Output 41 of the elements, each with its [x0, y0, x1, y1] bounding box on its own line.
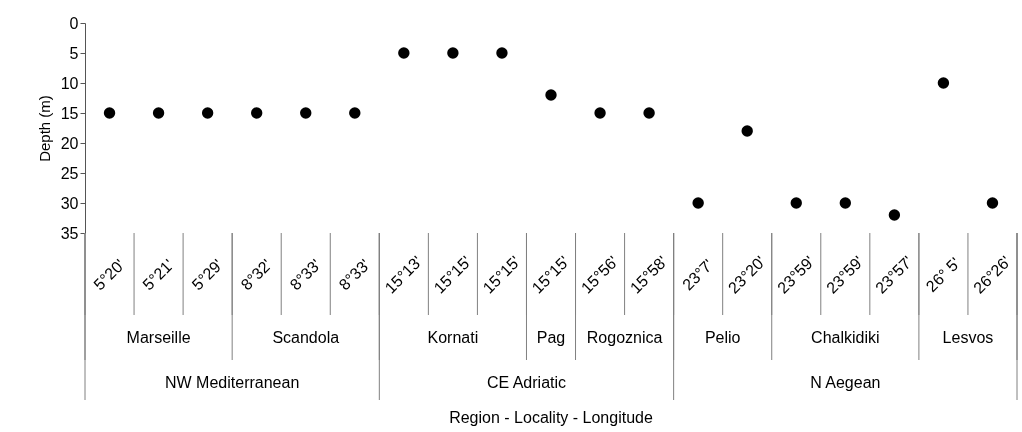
text: Lesvos [942, 329, 994, 346]
y-tick-label: 35 [60, 224, 79, 242]
y-tick-label: 10 [60, 74, 79, 92]
point [643, 107, 655, 119]
point [888, 209, 901, 221]
y-tick-label: 15 [60, 104, 79, 122]
y-axis-title: Depth (m) [35, 95, 53, 162]
text: Rogoznica [586, 329, 663, 346]
point [741, 125, 753, 137]
point [152, 107, 165, 119]
y-tick-label: 5 [69, 44, 79, 62]
point [986, 197, 999, 209]
y-tick-label: 0 [69, 14, 79, 32]
point [937, 77, 950, 89]
point [496, 47, 508, 59]
text: Marseille [126, 329, 191, 346]
point [545, 89, 557, 101]
point [201, 107, 214, 119]
point [447, 47, 459, 59]
y-tick-label: 25 [60, 164, 79, 182]
text: Region - Locality - Longitude [449, 409, 653, 426]
text: Pelio [704, 329, 741, 346]
y-tick-label: 30 [60, 194, 79, 212]
text: N Aegean [810, 374, 881, 391]
point [300, 107, 312, 119]
y-tick-label: 20 [60, 134, 79, 152]
text: CE Adriatic [486, 374, 567, 391]
point [398, 47, 410, 59]
point [692, 197, 704, 209]
point [103, 107, 116, 119]
x-tick-label: 26° 5' [922, 254, 964, 296]
point [790, 197, 802, 209]
text: Chalkidiki [811, 329, 880, 346]
point [349, 107, 361, 119]
point [250, 107, 263, 119]
text: Pag [536, 329, 566, 346]
text: Scandola [272, 329, 340, 346]
point [839, 197, 852, 209]
text: Kornati [427, 329, 479, 346]
point [594, 107, 606, 119]
text: NW Mediterranean [165, 374, 300, 391]
